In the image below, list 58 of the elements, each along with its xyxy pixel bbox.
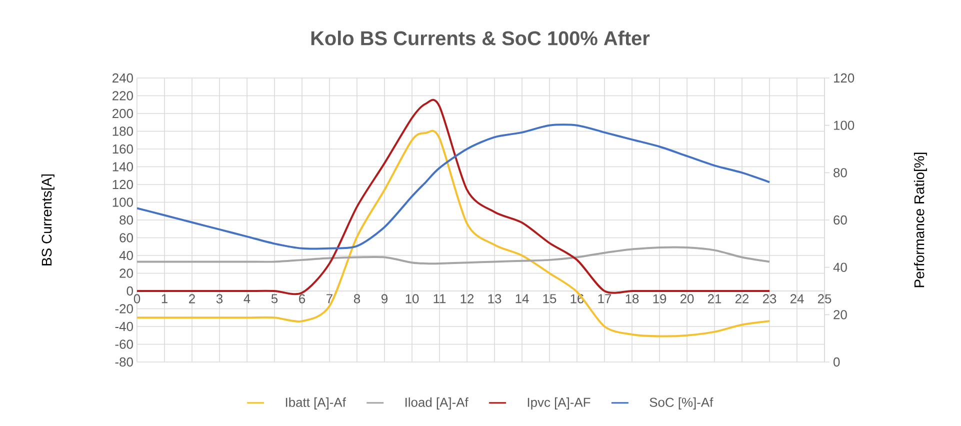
x-tick-label: 7: [326, 294, 332, 304]
x-tick-label: 11: [434, 294, 446, 304]
x-tick-label: 6: [299, 294, 306, 304]
x-tick-label: 25: [818, 294, 832, 304]
y2-tick-label: 40: [833, 262, 847, 272]
x-tick-label: 22: [735, 294, 749, 304]
y-tick-label: 200: [112, 108, 133, 118]
x-tick-label: 15: [543, 294, 556, 304]
legend-label: Iload [A]-Af: [406, 397, 468, 410]
x-tick-label: 1: [162, 294, 168, 304]
y-tick-label: 20: [120, 268, 133, 278]
y-tick-label: 140: [112, 162, 133, 172]
y2-tick-label: 100: [834, 120, 854, 130]
y-tick-label: 180: [112, 126, 133, 136]
y-tick-label: 160: [112, 144, 133, 154]
x-tick-label: 14: [516, 294, 529, 304]
line-series: [137, 124, 771, 250]
y2-tick-label: 80: [834, 168, 847, 178]
line-series: [137, 246, 771, 265]
x-tick-label: 13: [488, 294, 502, 304]
x-tick-label: 24: [790, 294, 804, 304]
y-tick-label: -20: [115, 304, 133, 314]
y-tick-label: -60: [115, 340, 133, 349]
y-axis-title: BS Currents[A]: [41, 174, 54, 266]
x-tick-label: 21: [708, 294, 722, 304]
x-tick-label: 4: [244, 294, 250, 304]
y-tick-label: 60: [120, 233, 133, 242]
x-tick-label: 0: [134, 294, 140, 304]
y-tick-label: 120: [112, 180, 133, 190]
x-tick-label: 19: [653, 294, 666, 304]
y-tick-label: -40: [115, 322, 133, 332]
x-tick-label: 12: [460, 294, 474, 304]
x-tick-label: 10: [406, 294, 419, 304]
legend-label: Ibatt [A]-Af: [286, 397, 346, 410]
y2-tick-label: 120: [834, 73, 854, 83]
x-tick-label: 18: [626, 294, 639, 304]
x-tick-label: 17: [598, 294, 612, 304]
x-tick-label: 5: [271, 294, 278, 304]
x-tick-label: 20: [680, 294, 694, 304]
x-tick-label: 2: [189, 294, 195, 304]
y2-axis-title: Performance Ratio[%]: [914, 152, 927, 288]
y2-tick-label: 20: [834, 310, 847, 320]
y-tick-label: 100: [112, 198, 133, 207]
y2-tick-label: 0: [834, 357, 840, 367]
y-tick-label: 80: [120, 215, 133, 225]
chart-title: Kolo BS Currents & SoC 100% After: [311, 30, 650, 46]
y-tick-label: 240: [112, 73, 133, 83]
y-tick-label: 40: [119, 250, 133, 260]
legend-label: Ipvc [A]-AF: [528, 397, 590, 410]
x-tick-label: 3: [216, 294, 223, 304]
x-tick-label: 23: [762, 294, 776, 304]
legend-label: SoC [%]-Af: [650, 397, 714, 410]
y-tick-label: 220: [112, 91, 133, 100]
x-tick-label: 9: [382, 294, 388, 304]
y-tick-label: 0: [126, 286, 133, 296]
x-tick-label: 8: [354, 294, 360, 304]
y2-tick-label: 60: [834, 215, 847, 225]
y-tick-label: -80: [115, 357, 133, 367]
